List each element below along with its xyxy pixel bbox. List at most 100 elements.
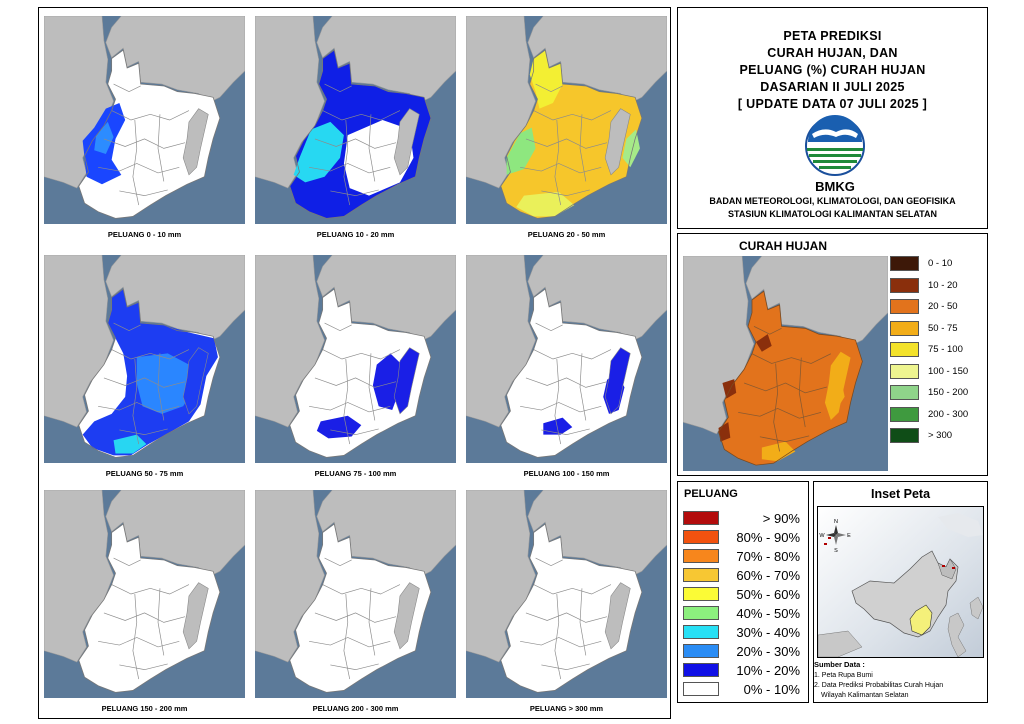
legend-swatch	[890, 385, 919, 400]
map-caption: PELUANG 20 - 50 mm	[527, 230, 606, 239]
map-caption: PELUANG 75 - 100 mm	[314, 469, 397, 478]
compass-n: N	[834, 519, 838, 525]
source-title: Sumber Data :	[814, 660, 865, 669]
probability-map	[44, 255, 245, 463]
legend-swatch	[683, 568, 719, 582]
peluang-legend-item: 40% - 50%	[683, 606, 803, 623]
inset-map: N S E W	[817, 506, 984, 658]
legend-swatch	[683, 530, 719, 544]
legend-swatch	[683, 511, 719, 525]
peluang-legend-item: 30% - 40%	[683, 625, 803, 642]
title-line-1: PETA PREDIKSI	[783, 29, 882, 43]
probability-map-panel: PELUANG 75 - 100 mm	[255, 255, 456, 483]
map-caption: PELUANG 100 - 150 mm	[523, 469, 610, 478]
legend-swatch	[683, 606, 719, 620]
curah-hujan-map	[682, 255, 889, 471]
legend-swatch	[683, 663, 719, 677]
compass-w: W	[819, 533, 825, 539]
title-line-5: [ UPDATE DATA 07 JULI 2025 ]	[737, 97, 928, 111]
legend-swatch	[890, 342, 919, 357]
source-line-2: 2. Data Prediksi Probabilitas Curah Huja…	[814, 682, 944, 689]
map-caption: PELUANG 200 - 300 mm	[312, 704, 399, 713]
bmkg-logo-icon: BMKG	[805, 115, 865, 194]
probability-map-panel: PELUANG 200 - 300 mm	[255, 490, 456, 718]
legend-label: 150 - 200	[928, 387, 969, 398]
legend-label: 75 - 100	[928, 344, 963, 355]
legend-swatch	[683, 549, 719, 563]
probability-map	[466, 16, 667, 224]
legend-swatch	[890, 277, 919, 293]
legend-label: 20 - 50	[928, 301, 958, 312]
legend-label: 40% - 50%	[736, 606, 800, 621]
map-title: PETA PREDIKSI CURAH HUJAN, DAN PELUANG (…	[678, 28, 987, 113]
peluang-panel: PELUANG > 90% 80% - 90% 70% - 80% 60% - 70%…	[677, 481, 809, 703]
probability-map-panel: PELUANG 100 - 150 mm	[466, 255, 667, 483]
legend-swatch	[890, 428, 919, 443]
legend-swatch	[683, 625, 719, 639]
legend-swatch	[683, 682, 719, 696]
source-line-3: Wilayah Kalimantan Selatan	[821, 692, 909, 699]
map-caption: PELUANG > 300 mm	[529, 704, 604, 713]
legend-label: 0% - 10%	[743, 682, 800, 697]
legend-label: 20% - 30%	[736, 644, 800, 659]
probability-map-panel: PELUANG 150 - 200 mm	[44, 490, 245, 718]
compass-rose-icon: N S E W	[819, 519, 851, 554]
peluang-legend-item: 60% - 70%	[683, 568, 803, 585]
peluang-legend-item: 0% - 10%	[683, 682, 803, 699]
map-caption: PELUANG 10 - 20 mm	[316, 230, 395, 239]
probability-map	[44, 490, 245, 698]
title-line-4: DASARIAN II JULI 2025	[760, 80, 905, 94]
probability-map-panel: PELUANG 20 - 50 mm	[466, 16, 667, 244]
legend-swatch	[890, 256, 919, 271]
probability-map	[466, 255, 667, 463]
legend-label: 30% - 40%	[736, 625, 800, 640]
peluang-legend-item: 80% - 90%	[683, 530, 803, 547]
bmkg-logo: BMKG	[796, 112, 874, 196]
title-line-3: PELUANG (%) CURAH HUJAN	[739, 63, 926, 77]
title-panel: PETA PREDIKSI CURAH HUJAN, DAN PELUANG (…	[677, 7, 988, 229]
source-line-1: 1. Peta Rupa Bumi	[814, 672, 873, 679]
legend-label: 50% - 60%	[736, 587, 800, 602]
peluang-legend-item: 70% - 80%	[683, 549, 803, 566]
legend-swatch	[890, 320, 919, 336]
legend-label: 60% - 70%	[736, 568, 800, 583]
legend-label: 50 - 75	[928, 322, 958, 334]
legend-label: 0 - 10	[928, 258, 953, 269]
compass-s: S	[834, 548, 838, 554]
legend-label: 10 - 20	[928, 279, 958, 291]
peluang-legend-item: 10% - 20%	[683, 663, 803, 680]
legend-label: 80% - 90%	[736, 530, 800, 545]
map-caption: PELUANG 150 - 200 mm	[101, 704, 188, 713]
compass-e: E	[847, 533, 851, 539]
probability-map	[466, 490, 667, 698]
probability-map	[44, 16, 245, 224]
probability-map-panel: PELUANG 50 - 75 mm	[44, 255, 245, 483]
legend-label: 10% - 20%	[736, 663, 800, 678]
legend-label: > 300	[928, 430, 953, 441]
legend-label: 100 - 150	[928, 365, 969, 377]
logo-text: BMKG	[815, 179, 855, 194]
kalsel-highlight	[909, 604, 933, 636]
legend-swatch	[890, 363, 919, 379]
legend-swatch	[683, 644, 719, 658]
map-caption: PELUANG 0 - 10 mm	[107, 230, 182, 239]
legend-label: > 90%	[762, 511, 800, 526]
title-line-2: CURAH HUJAN, DAN	[767, 46, 898, 60]
probability-map-panel: PELUANG 10 - 20 mm	[255, 16, 456, 244]
legend-swatch	[890, 406, 919, 422]
inset-title: Inset Peta	[870, 487, 931, 501]
probability-map-panel: PELUANG 0 - 10 mm	[44, 16, 245, 244]
probability-map	[255, 16, 456, 224]
legend-label: 70% - 80%	[736, 549, 800, 564]
curah-hujan-title: CURAH HUJAN	[738, 239, 827, 253]
probability-map	[255, 490, 456, 698]
peluang-title: PELUANG	[684, 488, 738, 500]
peluang-legend-item: 50% - 60%	[683, 587, 803, 604]
legend-label: 200 - 300	[928, 408, 969, 420]
peluang-legend-item: > 90%	[683, 511, 803, 528]
probability-map-panel: PELUANG > 300 mm	[466, 490, 667, 718]
curah-hujan-panel: CURAH HUJAN 0 - 10 10 - 20 20 - 50 50 - 75 7…	[677, 233, 988, 476]
probability-map	[255, 255, 456, 463]
inset-panel: Inset Peta	[813, 481, 988, 703]
agency-line-2: STASIUN KLIMATOLOGI KALIMANTAN SELATAN	[728, 209, 937, 219]
